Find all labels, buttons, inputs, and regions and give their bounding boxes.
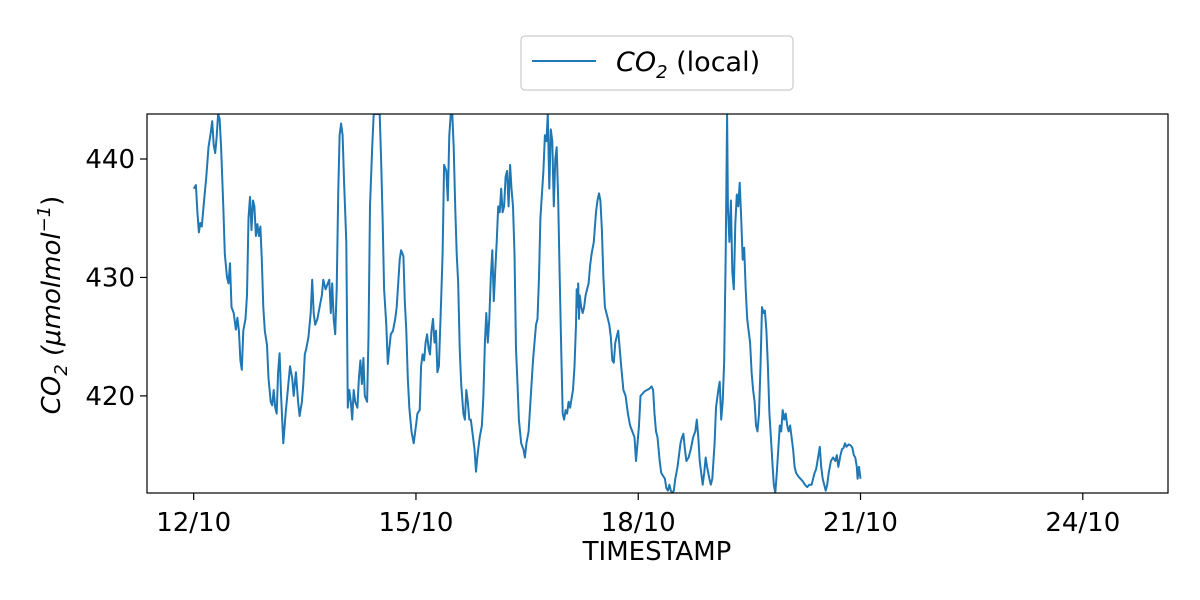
legend-label-base: CO [616, 47, 656, 78]
y-tick-label: 440 [85, 145, 135, 175]
x-tick-label: 15/10 [378, 508, 453, 538]
y-axis-label-unit: (μmolmol [37, 232, 67, 365]
legend-label: CO2 (local) [616, 47, 760, 83]
y-axis-label-sub: 2 [51, 364, 72, 375]
x-axis-label: TIMESTAMP [582, 537, 732, 567]
x-tick-label: 12/10 [156, 508, 231, 538]
y-axis-ticks: 420 430 440 [85, 145, 147, 412]
y-axis-label: CO2 (μmolmol−1) [34, 196, 72, 415]
x-axis-ticks: 12/10 15/10 18/10 21/10 24/10 [156, 493, 1120, 538]
series-line-0 [192, 114, 862, 493]
y-axis-label-close: ) [37, 196, 67, 206]
x-tick-label: 21/10 [823, 508, 898, 538]
legend-label-suffix: (local) [668, 47, 761, 78]
x-tick-label: 18/10 [601, 508, 676, 538]
y-tick-label: 430 [85, 263, 135, 293]
x-tick-label: 24/10 [1045, 508, 1120, 538]
legend-frame [520, 35, 794, 91]
legend-label-sub: 2 [656, 62, 667, 83]
y-axis-label-unit-sup: −1 [34, 206, 55, 233]
plot-frame [146, 113, 1169, 494]
y-axis-label-base: CO [37, 376, 67, 415]
legend: CO2 (local) [520, 35, 794, 91]
line-layer [192, 114, 862, 493]
plot-area: 12/10 15/10 18/10 21/10 24/10 420 430 440 [85, 113, 1169, 538]
y-tick-label: 420 [85, 382, 135, 412]
